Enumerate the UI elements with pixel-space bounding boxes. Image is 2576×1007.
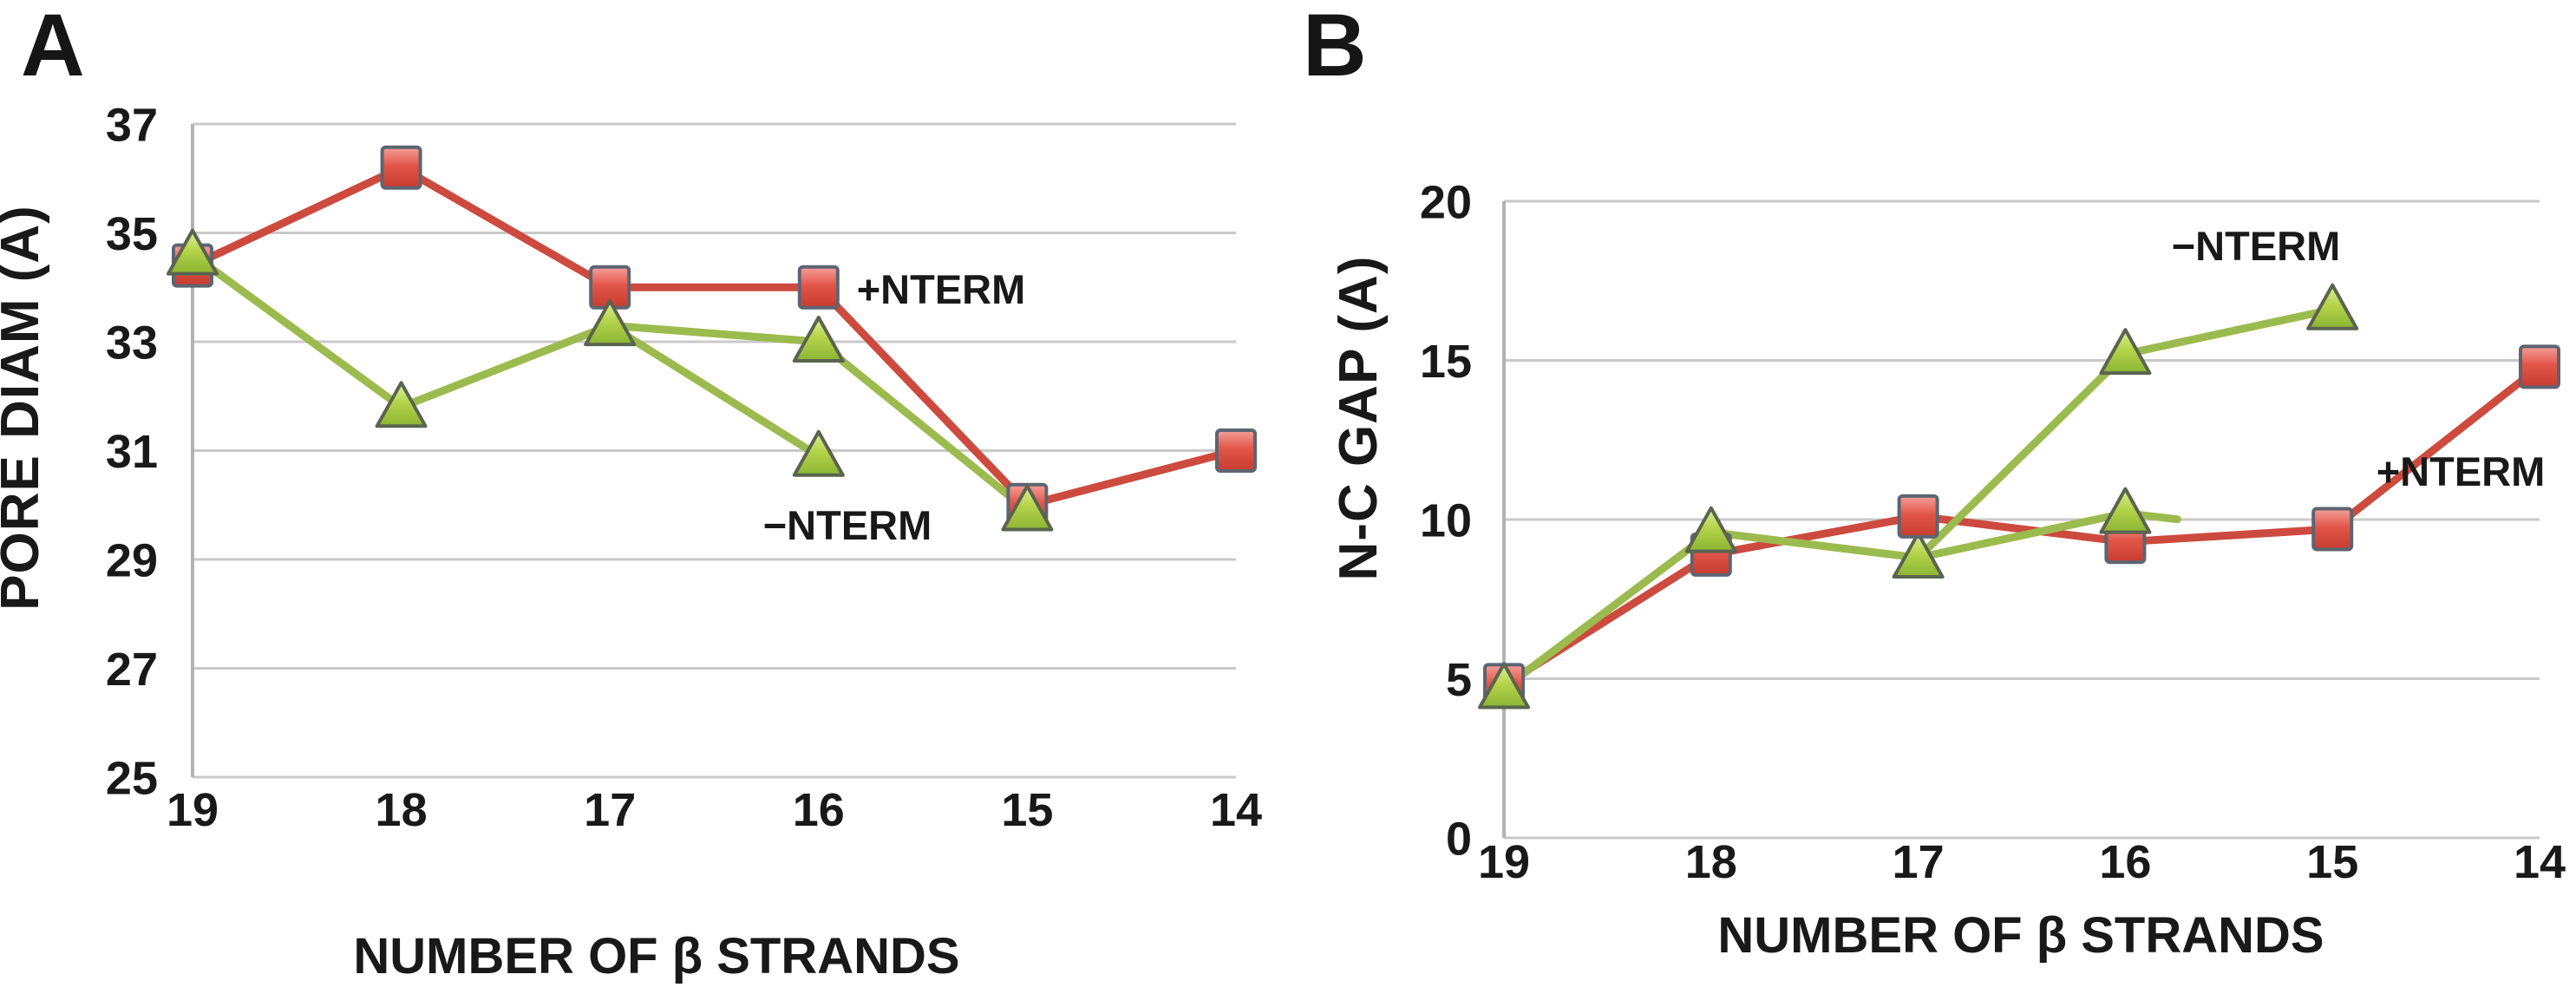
x-tick-label: 16 — [2099, 836, 2151, 888]
marker-−NTERM — [2099, 328, 2152, 376]
series-markers — [1478, 283, 2560, 709]
y-tick-label: 29 — [106, 534, 158, 586]
marker-+NTERM — [2519, 344, 2560, 389]
gridlines — [193, 122, 1236, 779]
y-tick-label: 37 — [106, 99, 158, 151]
x-tick-label: 18 — [376, 784, 428, 836]
series-lines — [188, 163, 1240, 515]
panel-a-letter: A — [21, 0, 85, 95]
line-+NTERM — [1500, 363, 2544, 690]
x-tick-label: 17 — [584, 784, 636, 836]
x-tick-label: 15 — [2306, 836, 2358, 888]
y-tick-label: 31 — [106, 426, 158, 478]
marker-−NTERM — [167, 228, 219, 276]
y-tick-label: 10 — [1420, 494, 1472, 546]
y-tick-label: 25 — [106, 752, 158, 804]
x-axis-title: NUMBER OF β STRANDS — [353, 928, 959, 984]
y-tick-label: 27 — [106, 644, 158, 696]
y-tick-label: 20 — [1420, 176, 1472, 228]
x-tick-label: 17 — [1893, 836, 1945, 888]
y-tick-label: 35 — [106, 208, 158, 260]
chart-b-nc-gap: 20 15 10 5 0 19 18 17 16 15 14 NUMBER OF β STRANDS N… — [1329, 176, 2566, 964]
tick-labels: 20 15 10 5 0 19 18 17 16 15 14 — [1420, 176, 2566, 888]
marker-−NTERM — [792, 429, 845, 477]
x-tick-label: 18 — [1685, 836, 1737, 888]
x-axis-title: NUMBER OF β STRANDS — [1717, 907, 2324, 964]
marker-−NTERM — [1478, 662, 1530, 709]
x-tick-label: 16 — [793, 784, 845, 836]
marker-−NTERM — [1684, 506, 1737, 553]
series-lines — [1500, 305, 2544, 693]
marker-−NTERM — [1892, 532, 1945, 579]
gridlines — [1504, 199, 2540, 840]
marker-+NTERM — [1215, 428, 1257, 473]
marker-+NTERM — [380, 145, 422, 190]
series-markers — [167, 145, 1257, 532]
marker-−NTERM — [792, 316, 845, 363]
series-annotation-+NTERM: +NTERM — [857, 266, 1026, 312]
panel-b-letter: B — [1303, 0, 1367, 95]
series-annotation-−NTERM: −NTERM — [763, 502, 932, 548]
marker-−NTERM — [584, 299, 637, 347]
series-annotation-+NTERM: +NTERM — [2377, 448, 2546, 494]
marker-−NTERM — [2099, 487, 2152, 534]
branch-line-−NTERM — [605, 321, 823, 461]
y-tick-label: 15 — [1420, 336, 1472, 388]
marker-−NTERM — [375, 381, 428, 428]
x-tick-label: 19 — [1478, 836, 1530, 888]
series-annotation-−NTERM: −NTERM — [2172, 223, 2341, 269]
line-+NTERM — [188, 163, 1240, 509]
marker-−NTERM — [2306, 283, 2359, 330]
x-tick-label: 19 — [167, 784, 219, 836]
y-tick-label: 0 — [1446, 813, 1472, 865]
x-tick-label: 14 — [1210, 784, 1262, 836]
y-axis-title: N-C GAP (A) — [1329, 256, 1389, 581]
x-tick-label: 15 — [1001, 784, 1053, 836]
y-tick-label: 5 — [1446, 654, 1472, 706]
y-tick-label: 33 — [106, 317, 158, 369]
y-axis-title: PORE DIAM (A) — [0, 205, 50, 611]
marker-+NTERM — [2311, 507, 2354, 552]
x-tick-label: 14 — [2514, 836, 2566, 888]
marker-+NTERM — [1897, 494, 1939, 539]
marker-+NTERM — [797, 265, 840, 310]
marker-−NTERM — [1001, 484, 1054, 532]
